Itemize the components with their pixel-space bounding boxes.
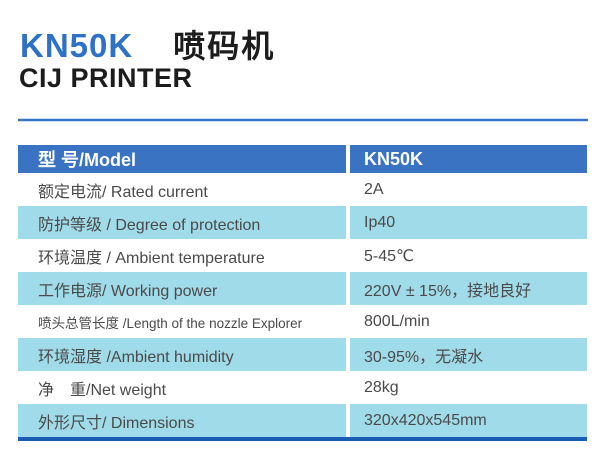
table-row: 工作电源/ Working power 220V ± 15%，接地良好	[18, 272, 587, 305]
table-row: 环境湿度 /Ambient humidity 30-95%，无凝水	[18, 338, 587, 371]
table-row: 外形尺寸/ Dimensions 320x420x545mm	[18, 404, 587, 437]
top-divider-line	[18, 118, 588, 122]
product-name-chinese: 喷码机	[173, 28, 276, 64]
spec-value: 800L/min	[364, 312, 430, 330]
page-title: KN50K 喷码机	[20, 21, 275, 67]
spec-value: 2A	[364, 180, 384, 198]
spec-label: 外形尺寸/ Dimensions	[38, 414, 195, 432]
spec-label: 工作电源/ Working power	[38, 282, 218, 300]
spec-label: 净 重/Net weight	[38, 381, 167, 399]
spec-table-header-row: 型 号/Model KN50K	[18, 145, 587, 173]
spec-label: 额定电流/ Rated current	[38, 183, 208, 201]
column-divider	[346, 404, 350, 437]
spec-value: Ip40	[364, 213, 396, 231]
spec-label: 喷头总管长度 /Length of the nozzle Explorer	[38, 315, 303, 331]
spec-value: 320x420x545mm	[364, 411, 487, 429]
spec-label: 环境温度 / Ambient temperature	[38, 249, 265, 267]
product-subtitle: CIJ PRINTER	[19, 63, 193, 93]
table-row: 防护等级 / Degree of protection Ip40	[18, 206, 587, 239]
spec-value: 28kg	[364, 378, 399, 396]
spec-label: 环境湿度 /Ambient humidity	[38, 348, 234, 366]
model-header-label: 型 号/Model	[38, 150, 136, 170]
table-row: 净 重/Net weight 28kg	[18, 371, 587, 404]
bottom-divider-line	[18, 437, 587, 441]
table-row: 额定电流/ Rated current 2A	[18, 173, 587, 206]
table-row: 喷头总管长度 /Length of the nozzle Explorer 80…	[18, 305, 587, 338]
column-divider	[346, 338, 350, 371]
spec-value: 5-45℃	[364, 247, 414, 265]
table-row: 环境温度 / Ambient temperature 5-45℃	[18, 239, 587, 272]
spec-value: 220V ± 15%，接地良好	[364, 282, 532, 300]
column-divider	[346, 145, 350, 173]
column-divider	[346, 272, 350, 305]
spec-value: 30-95%，无凝水	[364, 348, 484, 366]
spec-label: 防护等级 / Degree of protection	[38, 216, 261, 234]
product-model-title: KN50K	[20, 27, 134, 64]
column-divider	[346, 206, 350, 239]
spec-table: 型 号/Model KN50K 额定电流/ Rated current 2A 防…	[18, 145, 587, 441]
spec-table-body: 额定电流/ Rated current 2A 防护等级 / Degree of …	[18, 173, 587, 437]
model-header-value: KN50K	[364, 148, 424, 169]
